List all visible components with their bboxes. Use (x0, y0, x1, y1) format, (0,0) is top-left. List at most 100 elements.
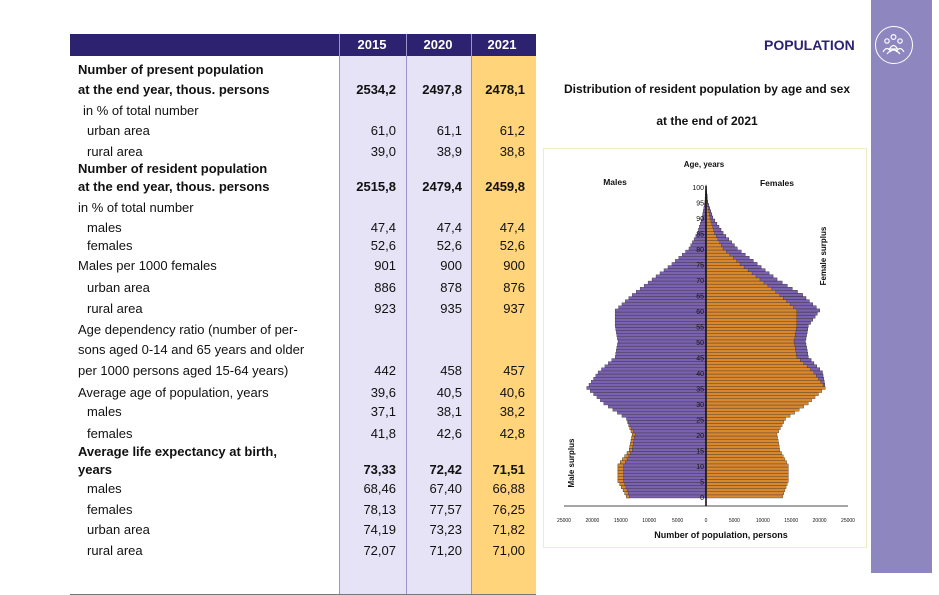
male-bar (615, 318, 706, 321)
male-surplus-bar (623, 458, 628, 461)
row-label: at the end year, thous. persons (78, 179, 269, 194)
female-bar (706, 448, 780, 451)
male-surplus-bar (631, 439, 634, 442)
male-bar (600, 399, 706, 402)
male-surplus-bar (627, 452, 630, 455)
female-surplus-bar (797, 324, 808, 327)
female-surplus-bar (760, 278, 777, 281)
cell-value-2020: 2497,8 (404, 82, 462, 97)
male-bar (623, 489, 706, 492)
female-bar (706, 424, 782, 427)
cell-value-2021: 61,2 (467, 123, 525, 138)
male-bar (591, 380, 706, 383)
male-surplus-bar (630, 445, 633, 448)
cell-value-2020: 77,57 (404, 502, 462, 517)
y-tick-label: 15 (696, 449, 704, 456)
row-label: urban area (87, 280, 150, 295)
male-bar (626, 495, 706, 498)
cell-value-2021: 900 (467, 258, 525, 273)
male-surplus-bar (618, 470, 624, 473)
row-label: sons aged 0-14 and 65 years and older (78, 342, 304, 357)
male-bar (627, 452, 706, 455)
female-surplus-bar (720, 241, 732, 244)
male-bar (615, 312, 706, 315)
male-bar (631, 430, 706, 433)
cell-value-2020: 40,5 (404, 385, 462, 400)
female-bar (706, 355, 808, 358)
female-bar (706, 476, 788, 479)
chart-subtitle: at the end of 2021 (552, 114, 862, 128)
y-tick-label: 95 (696, 201, 704, 208)
female-bar (706, 452, 782, 455)
male-bar (625, 300, 706, 303)
male-bar (594, 393, 706, 396)
male-surplus-bar (618, 464, 624, 467)
female-surplus-bar (814, 371, 823, 374)
y-tick-label: 10 (696, 464, 704, 471)
male-surplus-label: Male surplus (567, 438, 576, 487)
cell-value-2021: 457 (467, 363, 525, 378)
cell-value-2015: 47,4 (338, 220, 396, 235)
female-bar (706, 458, 785, 461)
male-bar (618, 464, 706, 467)
row-label: Age dependency ratio (number of per- (78, 322, 298, 337)
male-bar (630, 445, 706, 448)
male-bar (616, 331, 706, 334)
male-bar (612, 359, 706, 362)
female-surplus-bar (797, 318, 813, 321)
female-bar (706, 352, 808, 355)
female-surplus-bar (795, 337, 806, 340)
x-tick-label: 15000 (614, 518, 628, 524)
male-bar (594, 377, 706, 380)
female-bar (706, 442, 779, 445)
female-surplus-bar (772, 287, 792, 290)
female-surplus-bar (796, 328, 807, 331)
male-bar (629, 448, 706, 451)
row-label: rural area (87, 543, 143, 558)
cell-value-2020: 458 (404, 363, 462, 378)
female-surplus-bar (708, 207, 709, 210)
female-surplus-bar (709, 213, 711, 216)
row-label: at the end year, thous. persons (78, 82, 269, 97)
male-bar (618, 470, 706, 473)
female-surplus-bar (816, 374, 823, 377)
male-bar (617, 343, 706, 346)
female-surplus-bar (744, 266, 761, 269)
female-surplus-bar (709, 210, 711, 213)
row-label: females (87, 426, 133, 441)
female-bar (706, 374, 823, 377)
row-label: per 1000 persons aged 15-64 years) (78, 363, 288, 378)
y-tick-label: 60 (696, 309, 704, 316)
cell-value-2020: 61,1 (404, 123, 462, 138)
female-surplus-bar (807, 365, 817, 368)
female-bar (706, 362, 814, 365)
female-surplus-bar (780, 293, 803, 296)
female-surplus-bar (737, 259, 753, 262)
x-tick-label: 20000 (585, 518, 599, 524)
row-label: rural area (87, 301, 143, 316)
male-surplus-bar (620, 483, 625, 486)
cell-value-2020: 878 (404, 280, 462, 295)
male-surplus-bar (632, 436, 635, 439)
female-bar (706, 414, 790, 417)
cell-value-2015: 78,13 (338, 502, 396, 517)
female-bar (706, 402, 808, 405)
cell-value-2015: 886 (338, 280, 396, 295)
female-surplus-bar (823, 383, 825, 386)
female-bar (706, 359, 811, 362)
male-bar (630, 442, 706, 445)
female-bar (706, 439, 778, 442)
male-surplus-bar (618, 476, 624, 479)
male-bar (640, 287, 706, 290)
male-bar (587, 386, 706, 389)
male-bar (604, 402, 706, 405)
female-surplus-bar (794, 340, 805, 343)
female-bar (706, 486, 786, 489)
y-tick-label: 5 (700, 480, 704, 487)
male-bar (620, 483, 706, 486)
row-label: females (87, 502, 133, 517)
female-bar (706, 343, 806, 346)
female-surplus-label: Female surplus (819, 226, 828, 285)
male-bar (625, 492, 706, 495)
male-bar (618, 340, 706, 343)
